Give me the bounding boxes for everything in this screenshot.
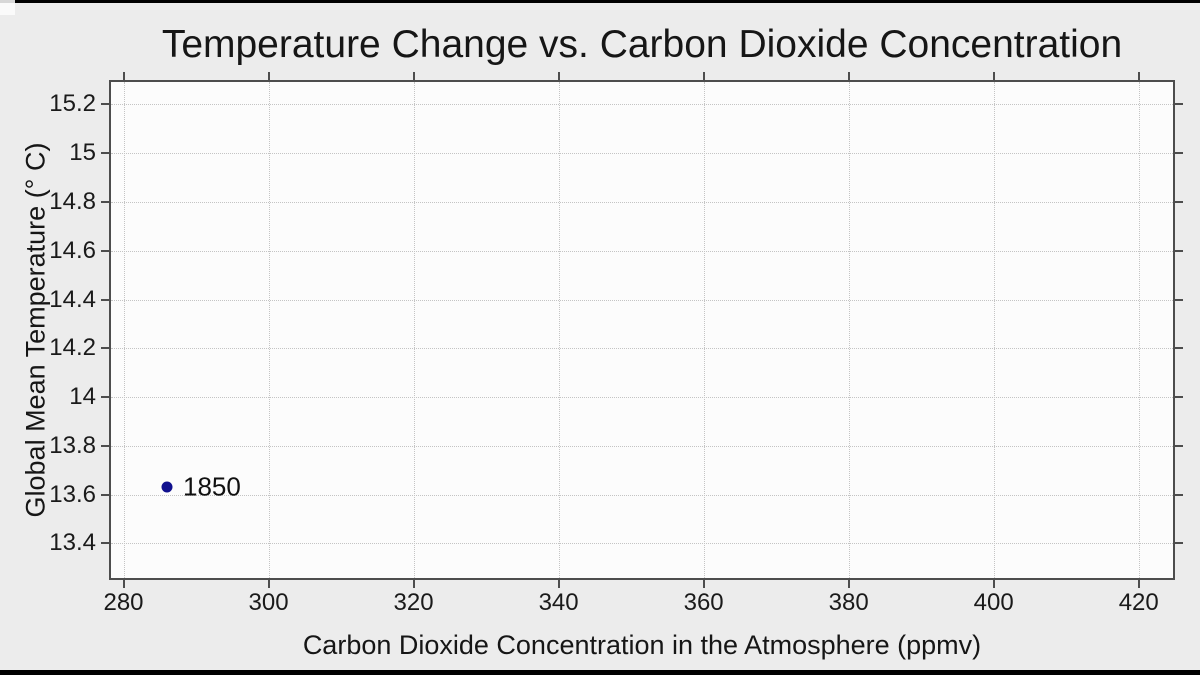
x-tick-mark	[557, 580, 560, 588]
y-tick-mark	[101, 152, 109, 155]
y-tick-mark-right	[1175, 200, 1183, 203]
y-tick-mark-right	[1175, 347, 1183, 350]
x-tick-label: 340	[538, 589, 579, 616]
y-tick-mark-right	[1175, 444, 1183, 447]
x-tick-label: 300	[248, 589, 289, 616]
y-tick-label: 15	[69, 139, 96, 167]
x-tick-mark-top	[267, 72, 270, 80]
y-gridline	[111, 201, 1173, 203]
x-tick-mark-top	[122, 72, 125, 80]
plot-area	[109, 80, 1175, 580]
data-point	[161, 481, 173, 493]
data-point-label: 1850	[183, 471, 241, 502]
y-tick-mark-right	[1175, 396, 1183, 399]
x-tick-mark-top	[1137, 72, 1140, 80]
x-tick-mark	[992, 580, 995, 588]
x-tick-label: 320	[393, 589, 434, 616]
y-gridline	[111, 445, 1173, 447]
y-tick-mark	[101, 200, 109, 203]
y-tick-mark-right	[1175, 298, 1183, 301]
y-tick-mark-right	[1175, 103, 1183, 106]
y-tick-label: 15.2	[49, 90, 96, 118]
chart-title: Temperature Change vs. Carbon Dioxide Co…	[161, 23, 1123, 66]
x-tick-mark	[1137, 580, 1140, 588]
y-tick-label: 14.8	[49, 187, 96, 215]
y-tick-mark	[101, 249, 109, 252]
y-tick-mark	[101, 347, 109, 350]
y-gridline	[111, 494, 1173, 496]
corner-artifact	[0, 0, 15, 15]
x-tick-mark	[412, 580, 415, 588]
y-tick-label: 14	[69, 383, 96, 411]
y-tick-label: 13.8	[49, 431, 96, 459]
x-tick-label: 380	[828, 589, 869, 616]
x-tick-mark	[122, 580, 125, 588]
y-tick-mark-right	[1175, 152, 1183, 155]
y-tick-mark	[101, 396, 109, 399]
x-tick-mark-top	[557, 72, 560, 80]
x-tick-label: 400	[973, 589, 1014, 616]
y-gridline	[111, 543, 1173, 545]
x-gridline	[413, 82, 415, 578]
x-axis-label: Carbon Dioxide Concentration in the Atmo…	[302, 630, 982, 660]
y-tick-mark	[101, 444, 109, 447]
y-tick-label: 14.2	[49, 334, 96, 362]
x-tick-mark	[847, 580, 850, 588]
y-gridline	[111, 153, 1173, 155]
x-tick-mark-top	[702, 72, 705, 80]
x-gridline	[558, 82, 560, 578]
y-gridline	[111, 348, 1173, 350]
x-gridline	[993, 82, 995, 578]
x-tick-mark	[267, 580, 270, 588]
y-tick-mark-right	[1175, 249, 1183, 252]
x-tick-mark-top	[992, 72, 995, 80]
y-gridline	[111, 397, 1173, 399]
y-tick-mark	[101, 542, 109, 545]
y-tick-label: 13.6	[49, 480, 96, 508]
x-tick-mark-top	[412, 72, 415, 80]
y-gridline	[111, 299, 1173, 301]
x-gridline	[703, 82, 705, 578]
y-tick-mark-right	[1175, 542, 1183, 545]
y-tick-mark-right	[1175, 493, 1183, 496]
y-tick-label: 13.4	[49, 529, 96, 557]
x-gridline	[123, 82, 125, 578]
x-gridline	[848, 82, 850, 578]
y-tick-label: 14.4	[49, 285, 96, 313]
x-gridline	[1138, 82, 1140, 578]
y-tick-label: 14.6	[49, 236, 96, 264]
letterbox-bottom-bar	[0, 670, 1200, 675]
x-tick-label: 360	[683, 589, 724, 616]
x-tick-label: 280	[103, 589, 144, 616]
y-tick-mark	[101, 493, 109, 496]
x-gridline	[268, 82, 270, 578]
x-tick-label: 420	[1118, 589, 1159, 616]
letterbox-top-bar	[0, 0, 1200, 3]
y-tick-mark	[101, 103, 109, 106]
x-tick-mark-top	[847, 72, 850, 80]
x-tick-mark	[702, 580, 705, 588]
y-axis-label: Global Mean Temperature (° C)	[20, 142, 51, 518]
y-tick-mark	[101, 298, 109, 301]
y-gridline	[111, 104, 1173, 106]
y-gridline	[111, 250, 1173, 252]
